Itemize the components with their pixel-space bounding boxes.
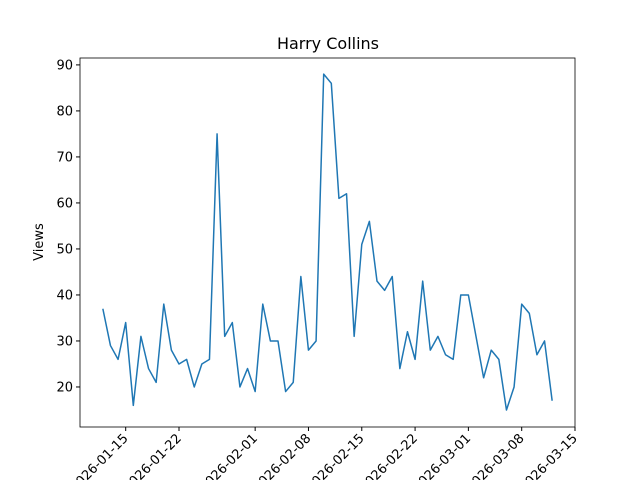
y-tick-label: 60: [56, 196, 73, 211]
y-tick-label: 70: [56, 150, 73, 165]
chart-title: Harry Collins: [277, 34, 379, 53]
x-tick-label: 2026-03-01: [410, 431, 474, 480]
plot-frame: [79, 57, 576, 428]
x-tick-label: 2026-03-15: [517, 431, 581, 480]
y-tick-label: 20: [56, 380, 73, 395]
y-tick-label: 90: [56, 58, 73, 73]
x-tick-label: 2026-02-15: [304, 431, 368, 480]
line: [102, 73, 553, 411]
x-tick-label: 2026-02-22: [357, 431, 421, 480]
y-tick-label: 50: [56, 242, 73, 257]
x-tick-label: 2026-03-08: [463, 431, 527, 480]
y-axis-label: Views: [32, 223, 47, 261]
x-tick-label: 2026-02-01: [197, 431, 261, 480]
y-tick-label: 40: [56, 288, 73, 303]
y-tick-label: 30: [56, 334, 73, 349]
x-tick-label: 2026-01-15: [67, 431, 131, 480]
x-tick-label: 2026-01-22: [121, 431, 185, 480]
y-tick-label: 80: [56, 104, 73, 119]
x-tick-label: 2026-02-08: [250, 431, 314, 480]
